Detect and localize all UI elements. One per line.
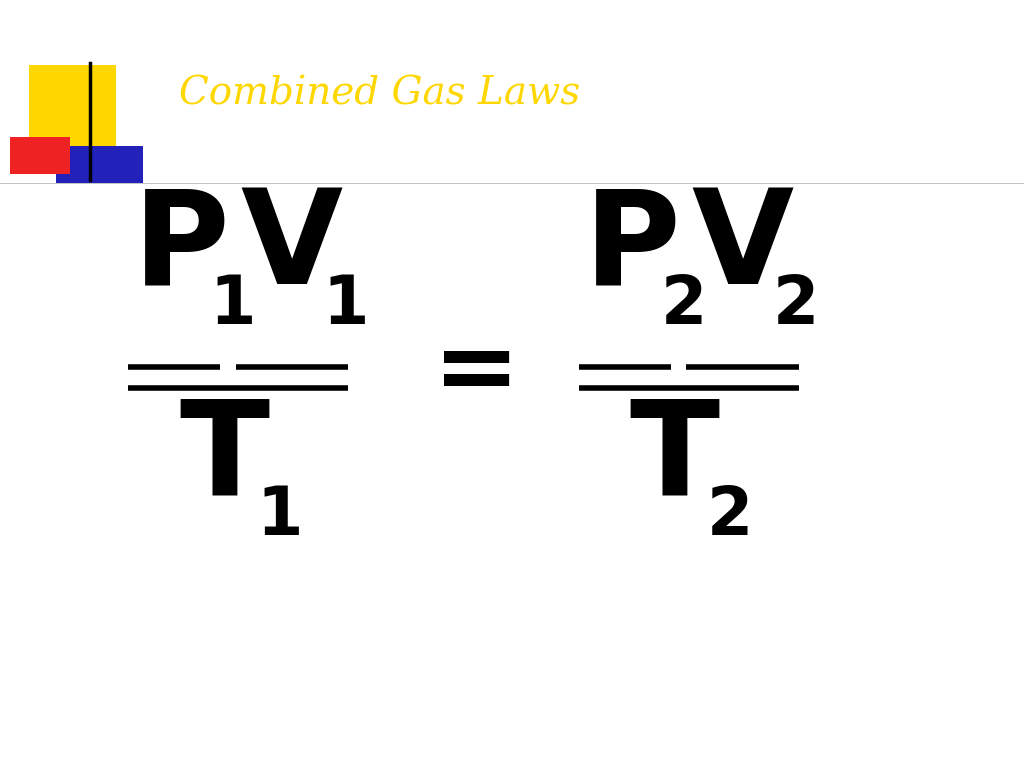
Text: T: T	[630, 396, 720, 522]
Text: 1: 1	[256, 483, 302, 549]
Text: 2: 2	[660, 272, 707, 338]
Text: P: P	[584, 184, 680, 311]
Bar	[56, 146, 143, 183]
Text: 1: 1	[210, 272, 256, 338]
Text: =: =	[432, 322, 520, 423]
Bar	[10, 137, 70, 174]
Text: V: V	[241, 184, 343, 311]
Text: Combined Gas Laws: Combined Gas Laws	[179, 75, 581, 112]
Bar	[29, 65, 116, 154]
Text: V: V	[691, 184, 794, 311]
Text: 2: 2	[707, 483, 753, 549]
Text: 1: 1	[323, 272, 369, 338]
Text: P: P	[133, 184, 229, 311]
Text: T: T	[179, 396, 269, 522]
Text: 2: 2	[773, 272, 819, 338]
